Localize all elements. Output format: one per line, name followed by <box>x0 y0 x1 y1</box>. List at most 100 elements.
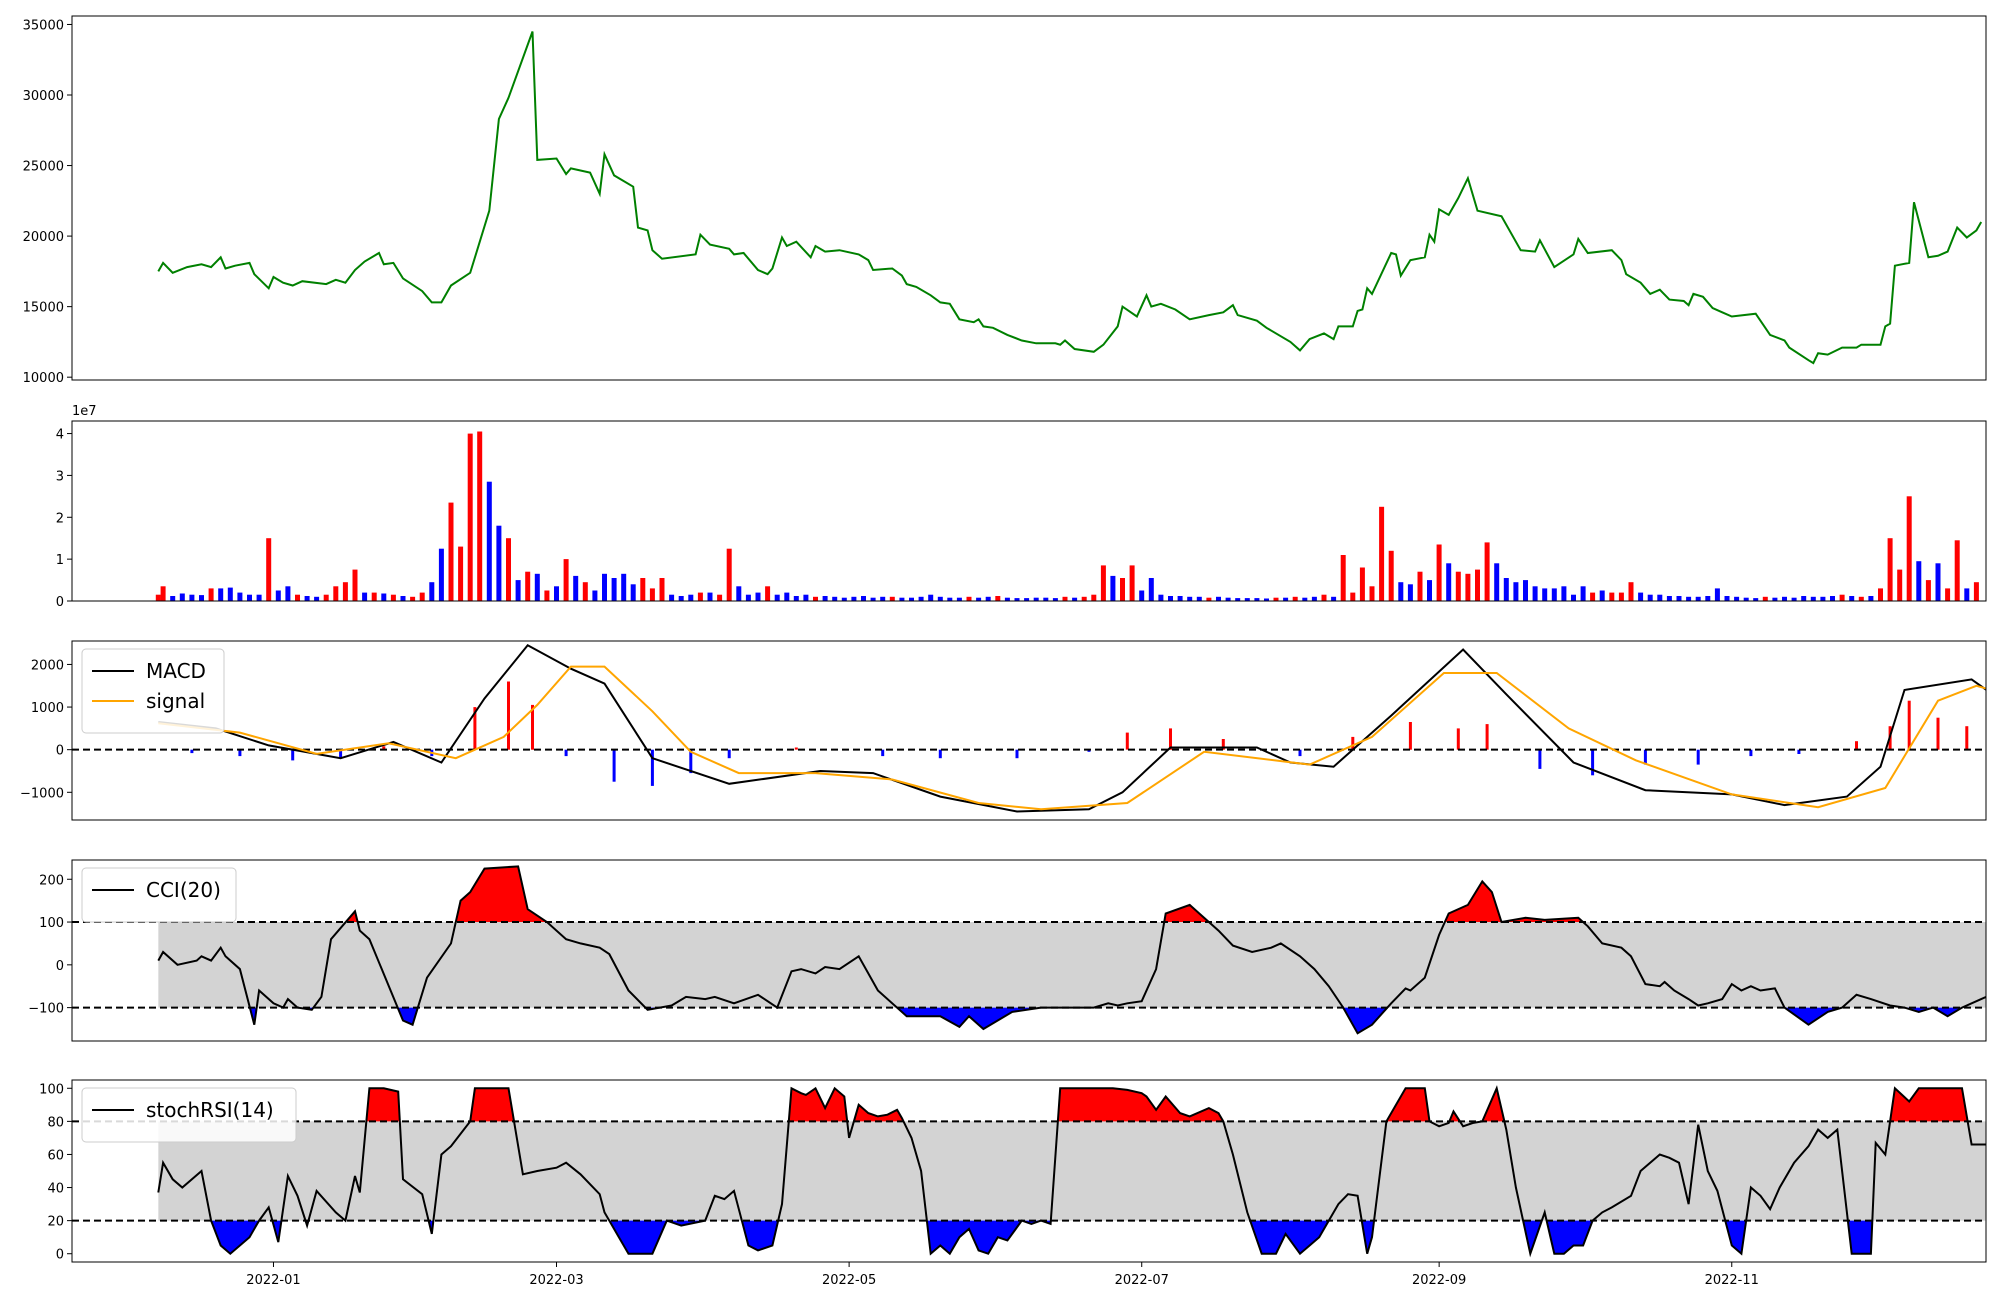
macd-histogram-bar <box>1538 749 1542 769</box>
volume-bar <box>1475 569 1480 601</box>
volume-bar <box>544 590 550 601</box>
volume-bar <box>1925 580 1931 601</box>
volume-offset-text: 1e7 <box>72 404 97 419</box>
volume-bar <box>1839 594 1845 601</box>
volume-bar <box>1120 578 1125 601</box>
volume-bar <box>525 571 531 601</box>
y-tick-label: 200 <box>39 873 64 888</box>
volume-bar <box>333 586 339 601</box>
volume-bar <box>1542 588 1548 601</box>
volume-bar <box>611 578 617 601</box>
y-tick-label: 60 <box>47 1148 64 1163</box>
volume-bar <box>381 593 387 601</box>
y-tick-label: 0 <box>56 744 64 759</box>
panel-frame-1 <box>71 420 1987 602</box>
volume-bar <box>199 595 204 601</box>
volume-bar <box>813 596 818 601</box>
volume-bar <box>1446 563 1452 601</box>
volume-bar <box>1868 596 1874 601</box>
volume-bar <box>1455 571 1461 601</box>
macd-histogram-bar <box>727 749 731 759</box>
macd-histogram-bar <box>1797 749 1801 754</box>
volume-bar <box>1436 544 1442 601</box>
volume-bar <box>1148 578 1154 601</box>
volume-bar <box>592 590 598 601</box>
volume-bar <box>506 538 511 601</box>
neutral-band <box>158 922 1986 1008</box>
volume-bar <box>1954 540 1960 601</box>
volume-bar <box>1254 598 1260 601</box>
oversold-fill <box>158 1220 1986 1254</box>
volume-bar <box>822 596 828 601</box>
volume-bar <box>1311 596 1317 601</box>
macd-histogram-bar <box>1408 722 1412 750</box>
volume-bar <box>1350 592 1356 601</box>
volume-bar <box>841 597 847 601</box>
volume-bar <box>189 594 195 601</box>
overbought-fill <box>158 866 1986 922</box>
volume-bar <box>256 594 262 601</box>
y-tick-label: −100 <box>28 1002 64 1017</box>
volume-bar <box>1379 506 1385 601</box>
volume-bar <box>669 594 675 601</box>
volume-bar <box>295 594 300 601</box>
volume-bar <box>1734 596 1740 601</box>
volume-bar <box>1830 596 1835 601</box>
volume-bar <box>1638 592 1644 601</box>
volume-bar <box>659 578 665 601</box>
volume-bar <box>621 573 627 601</box>
volume-bar <box>918 596 924 601</box>
volume-bar <box>448 502 454 601</box>
volume-bar <box>1283 597 1289 601</box>
macd-histogram-bar <box>1015 749 1019 759</box>
volume-bar <box>323 594 329 601</box>
macd-histogram-bar <box>1591 749 1595 776</box>
volume-bar <box>1523 580 1528 601</box>
volume-bar <box>1935 563 1941 601</box>
macd-histogram-bar <box>689 749 693 774</box>
volume-bar <box>438 548 444 601</box>
volume-bar <box>1599 590 1605 601</box>
volume-bar <box>1686 596 1692 601</box>
volume-bar <box>534 573 540 601</box>
volume-bar <box>1292 596 1298 601</box>
volume-bar <box>573 575 579 601</box>
volume-bar <box>1206 597 1212 601</box>
volume-bar <box>1551 588 1557 601</box>
volume-bar <box>582 582 588 601</box>
volume-bar <box>1110 575 1116 601</box>
volume-bar <box>429 582 435 601</box>
y-tick-label: 1000 <box>31 701 64 716</box>
volume-bar <box>1369 586 1375 601</box>
volume-bar <box>832 596 838 601</box>
y-tick-label: 1 <box>56 553 64 568</box>
volume-bar <box>1302 597 1308 601</box>
macd-histogram-bar <box>531 704 534 750</box>
volume-bar <box>1532 586 1538 601</box>
volume-bar <box>410 596 416 601</box>
macd-histogram-bar <box>473 707 477 750</box>
volume-bar <box>861 596 866 601</box>
volume-bar <box>304 596 310 601</box>
macd-histogram-bar <box>1456 728 1460 750</box>
indicator-line <box>157 1085 1986 1258</box>
volume-bar <box>419 592 425 601</box>
volume-bar <box>1849 596 1855 601</box>
macd-histogram-bar <box>1221 739 1225 750</box>
volume-bar <box>342 582 348 601</box>
volume-bar <box>1801 596 1807 601</box>
legend-box-3 <box>81 867 237 923</box>
volume-bar <box>1321 594 1327 601</box>
volume-bar <box>1887 538 1893 601</box>
volume-bar <box>1014 598 1020 601</box>
macd-histogram-bar <box>291 749 295 761</box>
volume-bar <box>765 586 771 601</box>
volume-bar <box>889 596 895 601</box>
volume-bar <box>688 594 694 601</box>
volume-bar <box>1964 588 1970 601</box>
volume-bar <box>266 538 272 601</box>
volume-bar <box>870 597 876 601</box>
macd-histogram-bar <box>507 681 510 750</box>
y-tick-label: 4 <box>56 428 64 443</box>
